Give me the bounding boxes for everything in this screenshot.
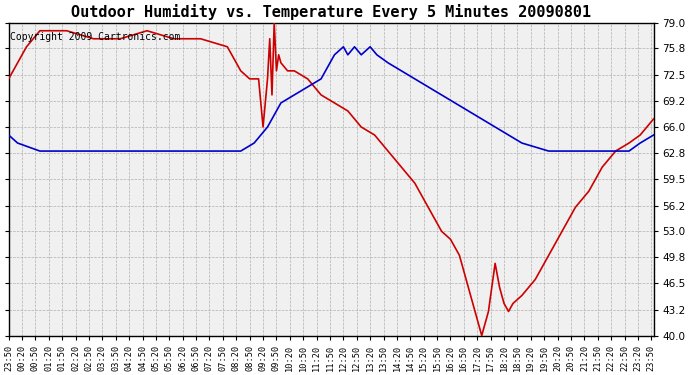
Text: Copyright 2009 Cartronics.com: Copyright 2009 Cartronics.com bbox=[10, 32, 180, 42]
Title: Outdoor Humidity vs. Temperature Every 5 Minutes 20090801: Outdoor Humidity vs. Temperature Every 5… bbox=[71, 4, 591, 20]
